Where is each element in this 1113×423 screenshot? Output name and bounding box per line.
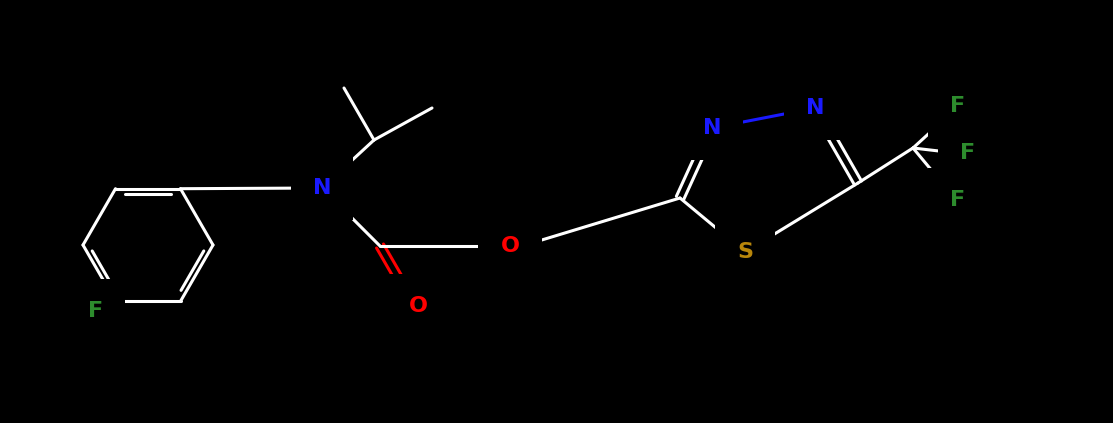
Text: N: N: [702, 118, 721, 138]
Text: O: O: [501, 236, 520, 256]
Text: N: N: [313, 178, 332, 198]
Text: S: S: [737, 242, 754, 262]
Text: F: F: [961, 143, 976, 163]
Text: F: F: [951, 96, 966, 116]
Text: N: N: [806, 98, 825, 118]
Text: O: O: [408, 296, 427, 316]
Text: F: F: [951, 190, 966, 210]
Text: F: F: [88, 301, 104, 321]
